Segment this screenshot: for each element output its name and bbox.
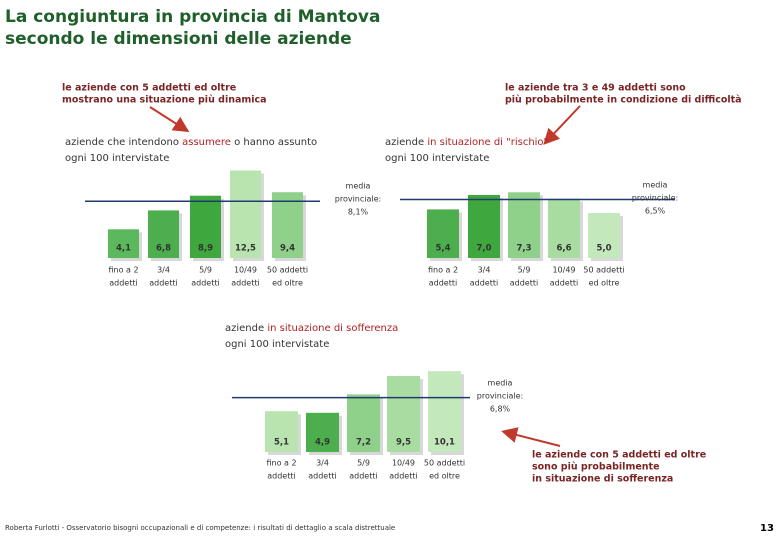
annotation: mostrano una situazione più dinamica — [62, 95, 267, 106]
x-tick-label: 10/49 — [552, 266, 575, 275]
bar — [108, 229, 139, 258]
arrow — [149, 106, 190, 133]
bar — [508, 192, 540, 258]
x-tick-label: ed oltre — [429, 472, 460, 481]
title-part: aziende che intendono — [65, 137, 182, 148]
reference-label: provinciale: — [632, 194, 678, 203]
x-tick-label: 5/9 — [518, 266, 531, 275]
reference-label: media — [643, 181, 668, 190]
reference-label: media — [346, 182, 371, 191]
value-label: 5,0 — [596, 244, 611, 254]
chart-title: aziende in situazione di "rischio" — [385, 137, 548, 148]
bar — [427, 209, 459, 258]
bar — [306, 412, 339, 452]
value-label: 4,9 — [315, 438, 330, 448]
bar — [548, 198, 580, 258]
annotation: sono più probabilmente — [532, 462, 660, 473]
footer: Roberta Furlotti - Osservatorio bisogni … — [5, 524, 395, 532]
chart-title: aziende in situazione di sofferenza — [225, 323, 398, 334]
x-tick-label: 3/4 — [157, 266, 170, 275]
title-part: aziende — [225, 323, 267, 334]
chart-subtitle: ogni 100 intervistate — [65, 153, 169, 164]
x-tick-label: 10/49 — [234, 266, 257, 275]
x-tick-label: fino a 2 — [266, 459, 296, 468]
x-tick-label: addetti — [109, 279, 137, 288]
x-tick-label: 50 addetti — [424, 459, 465, 468]
title-part: aziende — [385, 137, 427, 148]
x-tick-label: fino a 2 — [108, 266, 138, 275]
annotation: più probabilmente in condizione di diffi… — [505, 95, 742, 106]
chart-title: aziende che intendono assumere o hanno a… — [65, 137, 317, 148]
arrow — [543, 105, 581, 145]
reference-label: provinciale: — [335, 195, 381, 204]
x-tick-label: addetti — [510, 279, 538, 288]
x-tick-label: ed oltre — [589, 279, 620, 288]
value-label: 5,4 — [435, 244, 450, 254]
reference-label: 6,8% — [490, 405, 511, 414]
title-part: assumere — [182, 137, 231, 148]
value-label: 10,1 — [434, 438, 455, 448]
page-number: 13 — [760, 523, 774, 534]
reference-label: 8,1% — [348, 208, 369, 217]
bar — [588, 213, 620, 258]
value-label: 4,1 — [116, 244, 131, 254]
x-tick-label: 3/4 — [316, 459, 329, 468]
x-tick-label: ed oltre — [272, 279, 303, 288]
annotation: le aziende con 5 addetti ed oltre — [532, 450, 706, 461]
bar — [148, 210, 179, 258]
x-tick-label: addetti — [149, 279, 177, 288]
x-tick-label: 50 addetti — [583, 266, 624, 275]
reference-label: provinciale: — [477, 392, 523, 401]
value-label: 7,2 — [356, 438, 371, 448]
chart-subtitle: ogni 100 intervistate — [225, 339, 329, 350]
x-tick-label: 3/4 — [478, 266, 491, 275]
value-label: 12,5 — [235, 244, 256, 254]
title-part: in situazione di "rischio" — [427, 137, 548, 148]
x-tick-label: 5/9 — [199, 266, 212, 275]
x-tick-label: addetti — [231, 279, 259, 288]
slide-title: La congiuntura in provincia di Mantova — [5, 7, 380, 27]
reference-label: media — [488, 379, 513, 388]
title-part: in situazione di sofferenza — [267, 323, 398, 334]
annotation: le aziende con 5 addetti ed oltre — [62, 83, 236, 94]
x-tick-label: addetti — [429, 279, 457, 288]
x-tick-label: addetti — [470, 279, 498, 288]
bar — [190, 195, 221, 258]
x-tick-label: 5/9 — [357, 459, 370, 468]
slide-title: secondo le dimensioni delle aziende — [5, 29, 352, 49]
x-tick-label: addetti — [550, 279, 578, 288]
bar — [428, 371, 461, 452]
title-part: o hanno assunto — [231, 137, 317, 148]
value-label: 5,1 — [274, 438, 289, 448]
value-label: 7,0 — [476, 244, 491, 254]
bar — [265, 411, 298, 452]
bar — [468, 195, 500, 258]
x-tick-label: 50 addetti — [267, 266, 308, 275]
bar — [347, 394, 380, 452]
x-tick-label: addetti — [191, 279, 219, 288]
value-label: 9,4 — [280, 244, 295, 254]
x-tick-label: addetti — [267, 472, 295, 481]
x-tick-label: 10/49 — [392, 459, 415, 468]
x-tick-label: addetti — [308, 472, 336, 481]
bar — [230, 170, 261, 258]
reference-label: 6,5% — [645, 207, 666, 216]
value-label: 6,6 — [556, 244, 571, 254]
chart-subtitle: ogni 100 intervistate — [385, 153, 489, 164]
value-label: 7,3 — [516, 244, 531, 254]
value-label: 8,9 — [198, 244, 213, 254]
x-tick-label: addetti — [349, 472, 377, 481]
value-label: 9,5 — [396, 438, 411, 448]
x-tick-label: addetti — [389, 472, 417, 481]
arrow — [501, 427, 561, 447]
value-label: 6,8 — [156, 244, 171, 254]
bar — [272, 192, 303, 258]
x-tick-label: fino a 2 — [428, 266, 458, 275]
bar — [387, 376, 420, 452]
annotation: le aziende tra 3 e 49 addetti sono — [505, 83, 686, 94]
annotation: in situazione di sofferenza — [532, 474, 673, 485]
